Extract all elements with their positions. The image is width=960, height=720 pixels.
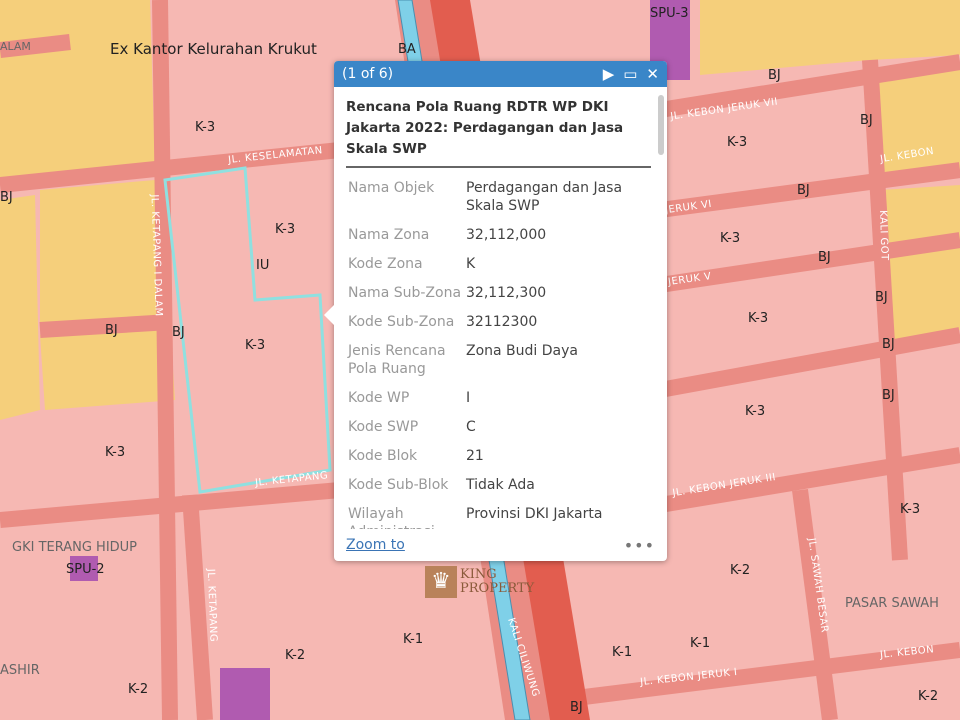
popup-scrollbar[interactable] [658,95,664,155]
popup-title: Rencana Pola Ruang RDTR WP DKI Jakarta 2… [346,97,651,168]
watermark-line1: KING [460,567,497,582]
crown-logo-icon: ♛ [425,566,457,598]
popup-footer: Zoom to ••• [334,529,667,561]
map-label: K-3 [748,311,769,326]
facility-bottom [220,668,270,720]
close-icon[interactable]: ✕ [646,65,659,83]
attribute-key: Nama Sub-Zona [348,285,462,301]
zoom-to-link[interactable]: Zoom to [346,537,405,553]
map-label: PASAR SAWAH [845,596,939,611]
map-label: SPU-3 [650,6,689,21]
map-label: K-2 [918,689,939,704]
attribute-value: Zona Budi Daya [466,343,578,359]
map-label: K-3 [105,445,126,460]
popup-header: (1 of 6) ▶ ▭ ✕ [334,61,667,87]
attribute-key: Jenis Rencana Pola Ruang [348,343,446,377]
map-label: BJ [105,323,118,338]
attribute-value: 32,112,000 [466,227,547,243]
attribute-value: Provinsi DKI Jakarta [466,506,603,522]
attribute-row: Kode Sub-Blok Tidak Ada [346,473,655,502]
map-label: K-3 [900,502,921,517]
attribute-key: Kode WP [348,390,410,406]
map-label: BJ [882,337,895,352]
attribute-row: Wilayah Administrasi Provinsi DKI Jakarta [346,502,655,529]
attribute-value: K [466,256,476,272]
watermark: ♛ KING PROPERTY [425,566,534,598]
popup-counter: (1 of 6) [342,66,394,82]
selected-parcel-outline[interactable] [163,166,332,494]
map-label: K-3 [275,222,296,237]
attribute-key: Nama Zona [348,227,430,243]
attribute-value: Tidak Ada [466,477,535,493]
feature-popup: (1 of 6) ▶ ▭ ✕ Rencana Pola Ruang RDTR W… [324,61,667,561]
map-label: BJ [818,250,831,265]
map-label: ALAM [0,40,31,53]
attribute-key: Nama Objek [348,180,435,196]
facility-spu2 [70,556,98,581]
map-label: K-2 [128,682,149,697]
map-label: K-1 [403,632,424,647]
map-label: K-2 [730,563,751,578]
attribute-value: 32,112,300 [466,285,547,301]
attribute-value: 32112300 [466,314,538,330]
map-label: GKI TERANG HIDUP [12,540,138,555]
attribute-row: Jenis Rencana Pola Ruang Zona Budi Daya [346,339,655,386]
map-label: BJ [570,700,583,715]
map-label: K-3 [720,231,741,246]
attribute-value: Perdagangan dan Jasa Skala SWP [466,180,623,214]
attribute-row: Kode WP I [346,386,655,415]
play-icon[interactable]: ▶ [602,65,615,83]
map-label: K-3 [727,135,748,150]
watermark-line2: PROPERTY [460,581,535,596]
maximize-icon[interactable]: ▭ [623,65,638,83]
map-label: Ex Kantor Kelurahan Krukut [110,40,317,58]
map-label: ASHIR [0,663,40,678]
attribute-key: Wilayah Administrasi [348,506,435,529]
attribute-row: Kode Zona K [346,252,655,281]
attribute-key: Kode Blok [348,448,418,464]
residential-zones [0,0,960,420]
map-label: BJ [797,183,810,198]
attribute-value: C [466,419,476,435]
map-label: K-3 [195,120,216,135]
map-label: BJ [768,68,781,83]
map-label: BA [398,42,416,57]
popup-pointer [324,305,334,325]
attribute-value: I [466,390,471,406]
map-label: BJ [860,113,873,128]
attribute-row: Kode Blok 21 [346,444,655,473]
map-label: K-3 [245,338,266,353]
attribute-key: Kode Zona [348,256,423,272]
more-options-icon[interactable]: ••• [623,535,655,555]
road-label: KALI GOT [876,209,890,262]
attribute-row: Kode Sub-Zona 32112300 [346,310,655,339]
attribute-key: Kode Sub-Blok [348,477,449,493]
popup-content: Rencana Pola Ruang RDTR WP DKI Jakarta 2… [334,87,667,529]
map-label: K-2 [285,648,306,663]
map-label: K-1 [612,645,633,660]
attribute-row: Nama Objek Perdagangan dan Jasa Skala SWP [346,176,655,223]
map-label: BJ [0,190,13,205]
map-label: IU [256,258,270,273]
attribute-key: Kode Sub-Zona [348,314,455,330]
map-label: BJ [172,325,185,340]
attribute-key: Kode SWP [348,419,419,435]
map-label: K-1 [690,636,711,651]
attribute-value: 21 [466,448,484,464]
attribute-row: Nama Zona 32,112,000 [346,223,655,252]
map-label: SPU-2 [66,562,105,577]
map-label: K-3 [745,404,766,419]
attribute-row: Nama Sub-Zona 32,112,300 [346,281,655,310]
map-label: BJ [882,388,895,403]
attribute-table: Nama Objek Perdagangan dan Jasa Skala SWP… [346,176,655,529]
attribute-row: Kode SWP C [346,415,655,444]
map-label: BJ [875,290,888,305]
